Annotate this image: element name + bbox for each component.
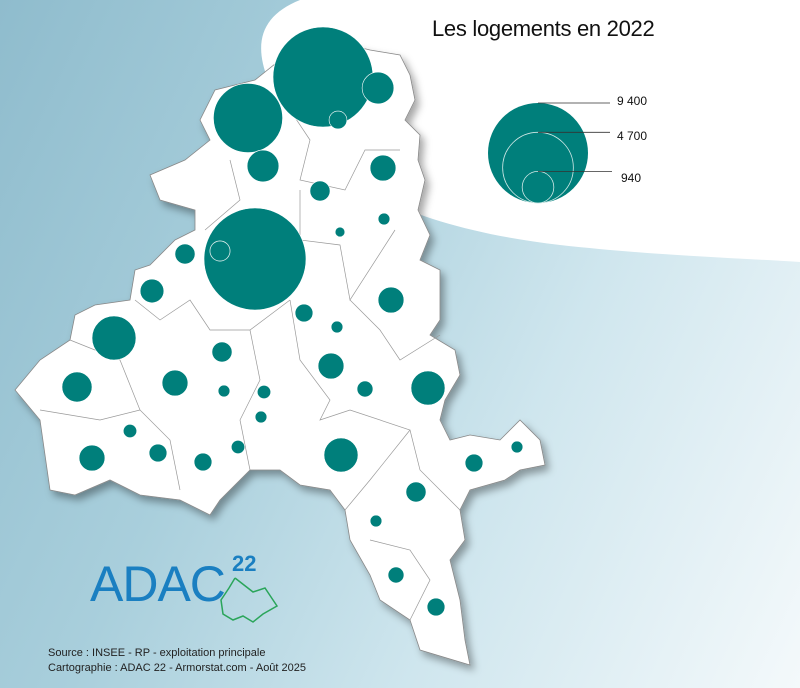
legend-label-large: 9 400 bbox=[617, 94, 648, 108]
map-title: Les logements en 2022 bbox=[432, 16, 655, 41]
commune-circle bbox=[510, 440, 524, 454]
commune-circle bbox=[246, 149, 280, 183]
commune-circles bbox=[61, 26, 524, 617]
logo-department-shape-icon bbox=[220, 577, 279, 623]
legend-circles bbox=[488, 102, 612, 204]
commune-circle bbox=[317, 352, 345, 380]
commune-circle bbox=[256, 384, 272, 400]
credits-text: Cartographie : ADAC 22 - Armorstat.com -… bbox=[48, 662, 307, 674]
logo-text: ADAC bbox=[90, 556, 226, 612]
commune-circle bbox=[410, 370, 446, 406]
commune-circle bbox=[426, 597, 446, 617]
commune-circle bbox=[230, 439, 246, 455]
commune-circle bbox=[377, 286, 405, 314]
commune-circle bbox=[294, 303, 314, 323]
commune-circle bbox=[356, 380, 374, 398]
commune-borders bbox=[39, 109, 461, 621]
commune-circle bbox=[405, 481, 427, 503]
commune-circle bbox=[217, 384, 231, 398]
commune-circle bbox=[193, 452, 213, 472]
commune-circle bbox=[139, 278, 165, 304]
commune-circle bbox=[369, 154, 397, 182]
commune-circle bbox=[361, 71, 395, 105]
commune-circle bbox=[91, 315, 137, 361]
commune-circle bbox=[328, 110, 348, 130]
commune-circle bbox=[148, 443, 168, 463]
commune-circle bbox=[323, 437, 359, 473]
commune-circle bbox=[464, 453, 484, 473]
commune-circle bbox=[211, 341, 233, 363]
commune-circle bbox=[334, 226, 346, 238]
commune-circle bbox=[61, 371, 93, 403]
source-text: Source : INSEE - RP - exploitation princ… bbox=[48, 647, 266, 659]
adac-logo: ADAC 22 bbox=[90, 551, 290, 623]
legend-label-medium: 4 700 bbox=[617, 129, 648, 143]
logo-superscript: 22 bbox=[232, 551, 257, 576]
commune-circle bbox=[213, 83, 283, 153]
commune-circle bbox=[122, 423, 138, 439]
commune-circle bbox=[174, 243, 196, 265]
legend-label-small: 940 bbox=[621, 171, 642, 185]
commune-circle bbox=[203, 207, 307, 311]
commune-circle bbox=[309, 180, 331, 202]
commune-circle-outline bbox=[209, 240, 231, 262]
commune-circle bbox=[78, 444, 106, 472]
commune-circle bbox=[161, 369, 189, 397]
commune-circle bbox=[272, 26, 374, 128]
commune-circle bbox=[387, 566, 405, 584]
commune-circle bbox=[369, 514, 383, 528]
commune-circle bbox=[377, 212, 391, 226]
commune-circle bbox=[254, 410, 268, 424]
legend-circle bbox=[521, 170, 555, 204]
commune-circle bbox=[330, 320, 344, 334]
